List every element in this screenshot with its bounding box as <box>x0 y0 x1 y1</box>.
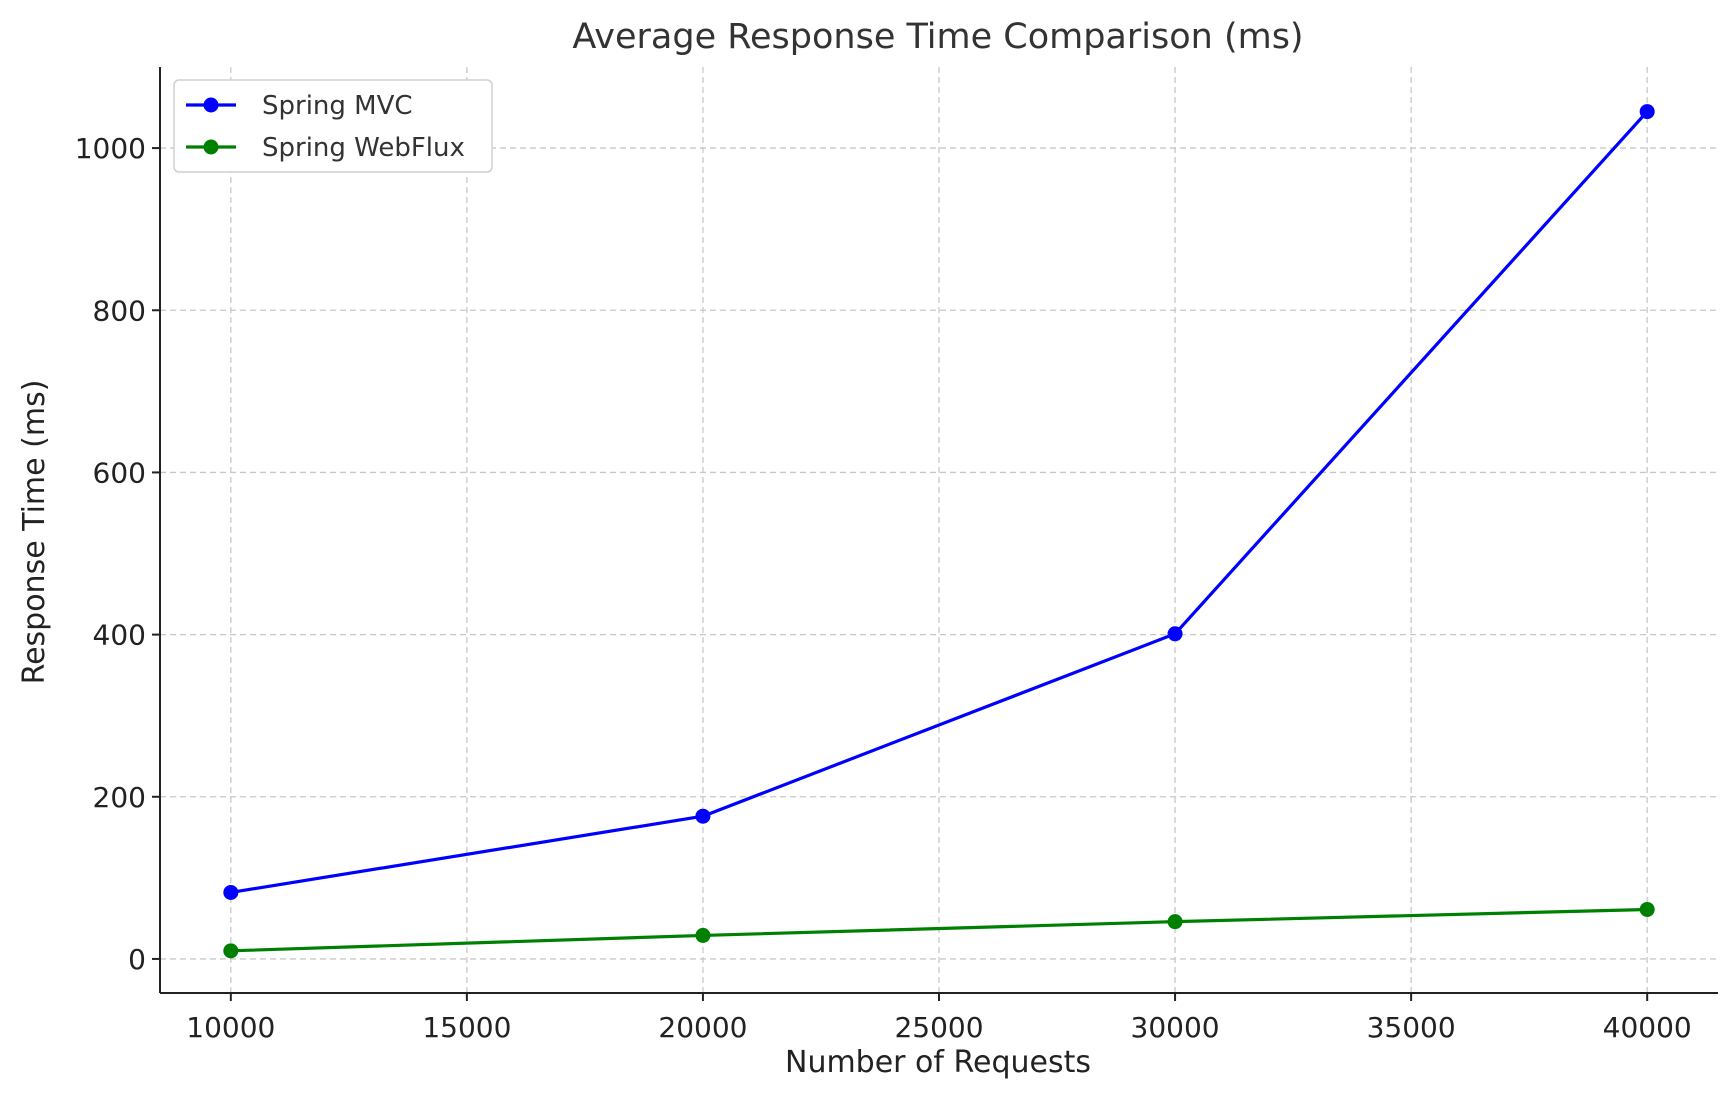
series-line-2 <box>230 907 1648 953</box>
legend-label: Spring WebFlux <box>262 133 465 163</box>
y-tick-label: 1000 <box>75 132 146 165</box>
series-group <box>223 104 1655 959</box>
series-line-1 <box>230 110 1649 895</box>
x-tick-label: 15000 <box>422 1011 511 1044</box>
grid <box>160 67 1718 993</box>
x-tick-label: 20000 <box>658 1011 747 1044</box>
series-point <box>223 943 239 959</box>
series-point <box>1639 104 1655 120</box>
y-tick-label: 600 <box>93 456 146 489</box>
legend: Spring MVC Spring WebFlux <box>173 79 493 173</box>
legend-label: Spring MVC <box>262 91 413 121</box>
y-tick-label: 400 <box>93 619 146 652</box>
legend-marker <box>203 139 219 155</box>
x-tick-label: 25000 <box>894 1011 983 1044</box>
series-point <box>695 927 711 943</box>
x-tick-label: 10000 <box>186 1011 275 1044</box>
series-point <box>1167 914 1183 930</box>
x-axis-title: Number of Requests <box>785 1045 1091 1080</box>
y-tick-label: 200 <box>93 781 146 814</box>
x-tick-label: 35000 <box>1367 1011 1456 1044</box>
y-tick-label: 0 <box>128 943 146 976</box>
axes: 10000 15000 20000 25000 30000 35000 40000 0 200 4… <box>75 67 1718 1044</box>
y-tick-label: 800 <box>93 294 146 327</box>
series-point <box>1167 626 1183 642</box>
series-point <box>223 884 239 900</box>
legend-box <box>173 79 493 173</box>
legend-marker <box>203 97 219 113</box>
chart-title: Average Response Time Comparison (ms) <box>572 17 1303 57</box>
x-tick-label: 40000 <box>1603 1011 1692 1044</box>
x-tick-label: 30000 <box>1131 1011 1220 1044</box>
series-point <box>695 808 711 824</box>
series-point <box>1639 901 1655 917</box>
y-axis-title: Response Time (ms) <box>17 380 52 685</box>
